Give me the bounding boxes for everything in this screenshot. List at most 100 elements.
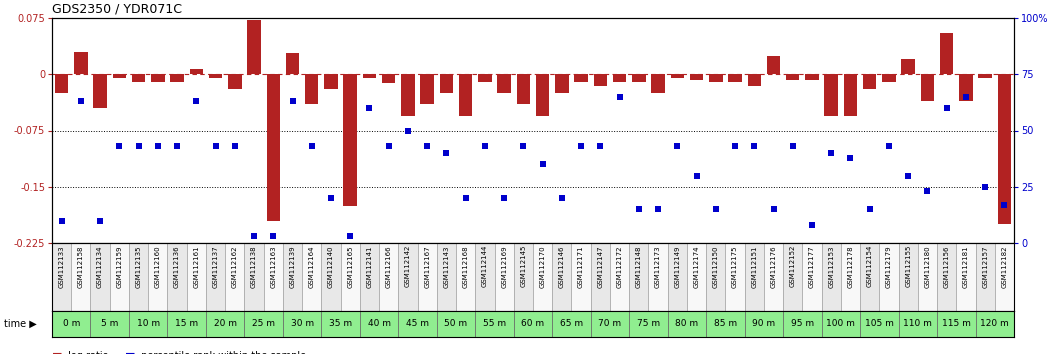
Text: GSM112144: GSM112144 bbox=[481, 245, 488, 287]
Bar bbox=[206, 243, 226, 311]
Bar bbox=[670, 74, 684, 78]
Text: 45 m: 45 m bbox=[406, 320, 429, 329]
Bar bbox=[421, 74, 434, 104]
Point bbox=[342, 233, 359, 239]
Bar bbox=[609, 243, 629, 311]
Bar bbox=[994, 243, 1014, 311]
Bar bbox=[478, 74, 492, 82]
Text: ■: ■ bbox=[126, 351, 136, 354]
Point bbox=[554, 195, 571, 201]
Text: 15 m: 15 m bbox=[175, 320, 198, 329]
Bar bbox=[806, 74, 818, 80]
Text: 25 m: 25 m bbox=[252, 320, 275, 329]
Bar bbox=[321, 311, 360, 337]
Bar bbox=[899, 243, 918, 311]
Point bbox=[303, 143, 320, 149]
Text: GSM112146: GSM112146 bbox=[559, 245, 564, 287]
Bar bbox=[343, 74, 357, 206]
Bar bbox=[937, 311, 976, 337]
Bar bbox=[266, 74, 280, 221]
Point bbox=[169, 143, 186, 149]
Text: 115 m: 115 m bbox=[942, 320, 970, 329]
Point bbox=[227, 143, 243, 149]
Point bbox=[284, 98, 301, 104]
Point bbox=[861, 206, 878, 212]
Bar bbox=[882, 74, 896, 82]
Text: GSM112164: GSM112164 bbox=[308, 245, 315, 287]
Point bbox=[842, 155, 859, 160]
Bar bbox=[514, 243, 533, 311]
Text: GSM112175: GSM112175 bbox=[732, 245, 738, 287]
Bar bbox=[748, 74, 761, 86]
Text: GSM112147: GSM112147 bbox=[597, 245, 603, 287]
Point bbox=[245, 233, 262, 239]
Text: GSM112160: GSM112160 bbox=[155, 245, 160, 288]
Point bbox=[688, 173, 705, 178]
Bar bbox=[651, 74, 665, 93]
Bar bbox=[55, 74, 68, 93]
Bar bbox=[151, 74, 165, 82]
Bar bbox=[360, 311, 399, 337]
Text: GSM112170: GSM112170 bbox=[539, 245, 545, 288]
Text: GSM112173: GSM112173 bbox=[655, 245, 661, 288]
Bar bbox=[940, 33, 954, 74]
Bar bbox=[170, 74, 184, 82]
Text: GSM112165: GSM112165 bbox=[347, 245, 354, 287]
Point bbox=[804, 222, 820, 228]
Bar bbox=[860, 243, 879, 311]
Point bbox=[669, 143, 686, 149]
Bar bbox=[821, 243, 841, 311]
Text: 0 m: 0 m bbox=[63, 320, 80, 329]
Bar bbox=[228, 74, 241, 89]
Point bbox=[746, 143, 763, 149]
Bar bbox=[591, 311, 629, 337]
Text: GSM112134: GSM112134 bbox=[98, 245, 103, 287]
Bar bbox=[594, 74, 607, 86]
Point bbox=[612, 94, 628, 99]
Text: GSM112142: GSM112142 bbox=[405, 245, 411, 287]
Point bbox=[515, 143, 532, 149]
Bar bbox=[841, 243, 860, 311]
Text: GSM112178: GSM112178 bbox=[848, 245, 854, 288]
Point bbox=[765, 206, 782, 212]
Bar bbox=[552, 311, 591, 337]
Text: 85 m: 85 m bbox=[713, 320, 737, 329]
Bar bbox=[244, 311, 283, 337]
Text: GSM112151: GSM112151 bbox=[751, 245, 757, 287]
Text: GSM112172: GSM112172 bbox=[617, 245, 622, 287]
Bar bbox=[475, 311, 514, 337]
Text: GSM112140: GSM112140 bbox=[328, 245, 334, 287]
Bar bbox=[52, 311, 90, 337]
Bar bbox=[209, 74, 222, 78]
Text: GSM112167: GSM112167 bbox=[424, 245, 430, 288]
Bar bbox=[401, 74, 414, 115]
Bar bbox=[324, 74, 338, 89]
Bar bbox=[533, 243, 552, 311]
Point bbox=[592, 143, 608, 149]
Bar bbox=[379, 243, 399, 311]
Bar bbox=[248, 19, 261, 74]
Bar bbox=[436, 311, 475, 337]
Text: 70 m: 70 m bbox=[598, 320, 621, 329]
Bar bbox=[745, 243, 764, 311]
Text: time ▶: time ▶ bbox=[4, 319, 37, 329]
Text: 30 m: 30 m bbox=[291, 320, 314, 329]
Bar bbox=[825, 74, 838, 115]
Point bbox=[438, 150, 455, 156]
Text: GSM112150: GSM112150 bbox=[712, 245, 719, 287]
Point bbox=[149, 143, 166, 149]
Text: log ratio: log ratio bbox=[65, 351, 108, 354]
Bar bbox=[555, 74, 569, 93]
Point bbox=[919, 188, 936, 194]
Point bbox=[785, 143, 801, 149]
Text: GSM112158: GSM112158 bbox=[78, 245, 84, 287]
Text: GSM112157: GSM112157 bbox=[982, 245, 988, 287]
Bar bbox=[728, 74, 742, 82]
Text: GSM112162: GSM112162 bbox=[232, 245, 238, 287]
Text: 75 m: 75 m bbox=[637, 320, 660, 329]
Text: 120 m: 120 m bbox=[981, 320, 1009, 329]
Bar bbox=[629, 243, 648, 311]
Text: GSM112138: GSM112138 bbox=[251, 245, 257, 288]
Bar bbox=[458, 74, 472, 115]
Text: 105 m: 105 m bbox=[864, 320, 894, 329]
